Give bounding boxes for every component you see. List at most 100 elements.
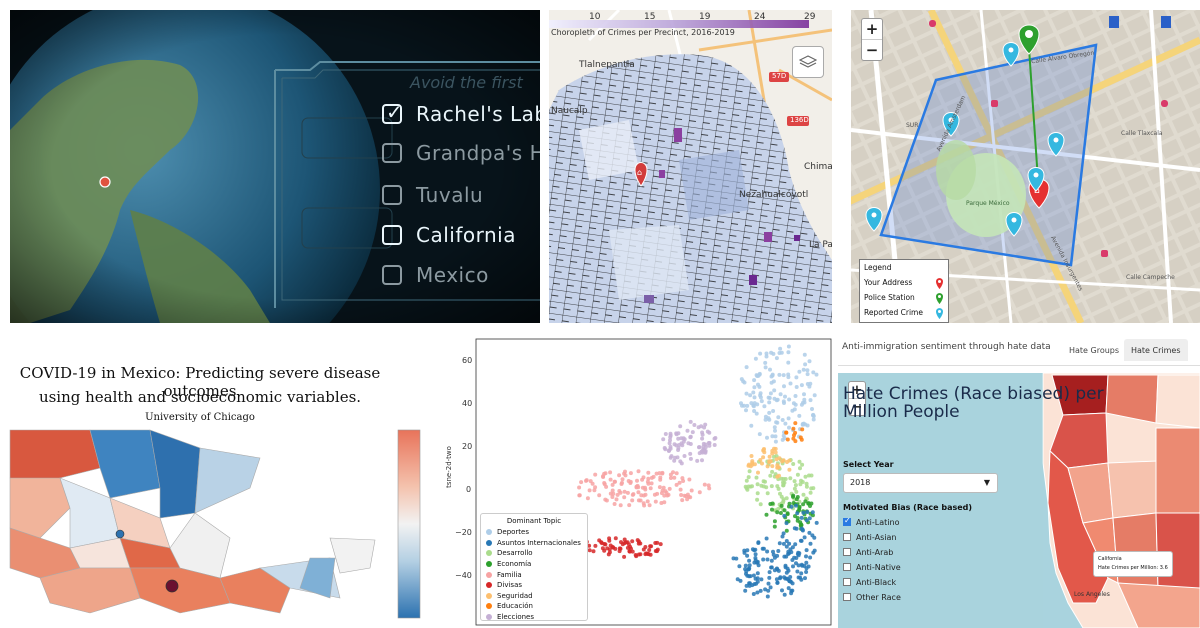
scatter-point [799, 562, 804, 567]
scatter-point [695, 458, 700, 463]
tab-hate-crimes[interactable]: Hate Crimes [1124, 339, 1188, 361]
scatter-point [773, 450, 778, 455]
scatter-point [769, 484, 774, 489]
checkbox[interactable] [843, 516, 851, 526]
scatter-point [620, 477, 625, 482]
scatter-point [754, 411, 759, 416]
zoom-in-button[interactable]: + [865, 20, 879, 38]
scatter-point [756, 563, 761, 568]
bias-checkbox-anti-asian[interactable]: Anti-Asian [843, 531, 896, 543]
checkbox[interactable] [843, 593, 851, 601]
scatter-point [781, 433, 786, 438]
scatter-point [771, 351, 776, 356]
scatter-point [784, 430, 789, 435]
scatter-point [783, 394, 787, 399]
scatter-point [766, 581, 771, 586]
scatter-point [597, 538, 602, 543]
scatter-point [814, 520, 819, 525]
location-option-rachels-lab[interactable]: ✓ Rachel's Lab [382, 97, 540, 131]
scatter-point [801, 492, 806, 497]
scatter-point [759, 577, 764, 582]
scatter-point [788, 575, 793, 579]
scatter-point [744, 478, 749, 483]
crime-markers[interactable] [865, 42, 1065, 237]
scatter-point [668, 433, 673, 438]
scatter-point [753, 356, 758, 361]
police-station-marker[interactable] [1018, 24, 1040, 55]
scatter-point [613, 546, 618, 551]
location-option-mexico[interactable]: Mexico [382, 258, 489, 292]
bias-checkbox-anti-arab[interactable]: Anti-Arab [843, 546, 893, 558]
scatter-point [744, 583, 749, 588]
checkbox[interactable] [382, 143, 402, 163]
scatter-point [647, 548, 652, 552]
scatter-point [778, 491, 782, 496]
checkbox[interactable] [382, 265, 402, 285]
checkbox[interactable] [843, 563, 851, 571]
y-tick: 40 [462, 399, 473, 408]
year-select[interactable]: 2018 ▼ [843, 473, 998, 493]
legend-item: Familia [486, 569, 582, 580]
scatter-point [777, 351, 782, 355]
zoom-out-button[interactable]: − [849, 398, 865, 415]
tooltip-value: Hate Crimes per Million: 3.6 [1098, 565, 1168, 571]
legend-item: Police Station [864, 290, 944, 305]
scatter-point [751, 592, 756, 596]
scatter-point [605, 546, 610, 551]
scatter-point [646, 476, 651, 481]
scatter-point [781, 477, 786, 481]
scatter-point [648, 486, 653, 491]
location-label: California [416, 223, 516, 247]
scatter-point [636, 490, 641, 495]
covid-map-panel: COVID-19 in Mexico: Predicting severe di… [0, 330, 430, 628]
layers-button[interactable] [792, 46, 824, 78]
bias-checkbox-anti-black[interactable]: Anti-Black [843, 576, 896, 588]
scatter-point [753, 552, 758, 557]
checkbox[interactable] [843, 578, 851, 586]
home-marker[interactable] [634, 162, 648, 187]
location-option-tuvalu[interactable]: Tuvalu [382, 178, 483, 212]
scatter-point [791, 426, 796, 431]
location-option-grandpas-house[interactable]: Grandpa's Ho [382, 136, 540, 170]
scatter-point [792, 486, 797, 491]
scatter-point [627, 503, 632, 508]
scatter-point [787, 579, 792, 584]
scatter-point [619, 540, 623, 545]
scatter-point [758, 393, 763, 398]
zoom-in-button[interactable]: + [851, 382, 863, 398]
checkbox[interactable] [843, 548, 851, 556]
scatter-point [803, 362, 808, 367]
scatter-point [584, 478, 588, 483]
scatter-point [752, 462, 757, 467]
scatter-point [707, 486, 712, 491]
y-tick: −20 [455, 528, 472, 537]
bias-checkbox-anti-native[interactable]: Anti-Native [843, 561, 901, 573]
bias-checkbox-other-race[interactable]: Other Race [843, 591, 901, 603]
checkbox[interactable]: ✓ [382, 100, 403, 124]
scatter-point [635, 538, 640, 543]
location-option-california[interactable]: California [382, 218, 516, 252]
zoom-out-button[interactable]: − [862, 39, 882, 60]
scatter-point [808, 504, 812, 508]
scatter-point [707, 430, 712, 435]
scatter-point [781, 531, 786, 536]
scatter-point [782, 384, 786, 389]
choropleth-map[interactable]: ⌂ [549, 10, 832, 323]
scatter-point [597, 493, 602, 498]
select-year-label: Select Year [843, 460, 894, 469]
scatter-point [748, 464, 753, 469]
bias-checkbox-anti-latino[interactable]: Anti-Latino [843, 516, 899, 528]
scatter-point [787, 541, 792, 546]
scatter-point [800, 462, 805, 467]
checkbox[interactable] [382, 225, 402, 245]
tab-hate-groups[interactable]: Hate Groups [1069, 345, 1120, 355]
scatter-point [780, 588, 784, 593]
checkbox[interactable] [843, 533, 851, 541]
scatter-point [799, 383, 804, 388]
scatter-point [592, 488, 597, 493]
scatter-point [799, 571, 804, 576]
checkbox[interactable] [382, 185, 402, 205]
scale-tick: 15 [644, 12, 656, 22]
scatter-point [652, 492, 657, 497]
scatter-point [603, 542, 608, 547]
